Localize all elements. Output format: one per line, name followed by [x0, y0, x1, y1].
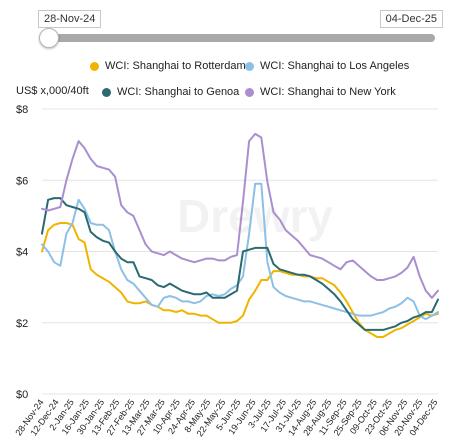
date-range-slider-handle[interactable]	[39, 28, 59, 48]
legend-dot-los-angeles	[245, 61, 254, 71]
series-line-1	[41, 182, 439, 321]
series-line-0	[41, 222, 439, 338]
series-line-2	[41, 197, 439, 331]
y-tick-label: $0	[16, 389, 28, 401]
legend-label-los-angeles: WCI: Shanghai to Los Angeles	[260, 60, 410, 72]
legend-label-rotterdam: WCI: Shanghai to Rotterdam	[105, 60, 246, 72]
legend-item-new-york[interactable]: WCI: Shanghai to New York	[245, 86, 396, 98]
legend-item-los-angeles[interactable]: WCI: Shanghai to Los Angeles	[245, 60, 409, 72]
legend-dot-new-york	[245, 87, 254, 97]
legend-label-new-york: WCI: Shanghai to New York	[260, 86, 396, 98]
range-end-label: 04-Dec-25	[379, 10, 443, 28]
legend-dot-genoa	[102, 87, 111, 97]
watermark-text: Drewry	[177, 190, 333, 242]
legend-dot-rotterdam	[90, 61, 99, 71]
y-tick-label: $2	[16, 318, 28, 330]
date-range-slider-track[interactable]	[48, 34, 435, 42]
series-line-3	[41, 132, 439, 299]
y-tick-label: $4	[16, 247, 28, 259]
y-axis-unit-label: US$ x,000/40ft	[16, 85, 89, 97]
y-tick-label: $8	[16, 104, 28, 116]
legend-item-rotterdam[interactable]: WCI: Shanghai to Rotterdam	[90, 60, 246, 72]
range-start-label: 28-Nov-24	[38, 10, 102, 28]
legend-item-genoa[interactable]: WCI: Shanghai to Genoa	[102, 86, 239, 98]
y-tick-label: $6	[16, 175, 28, 187]
legend-label-genoa: WCI: Shanghai to Genoa	[117, 86, 240, 98]
